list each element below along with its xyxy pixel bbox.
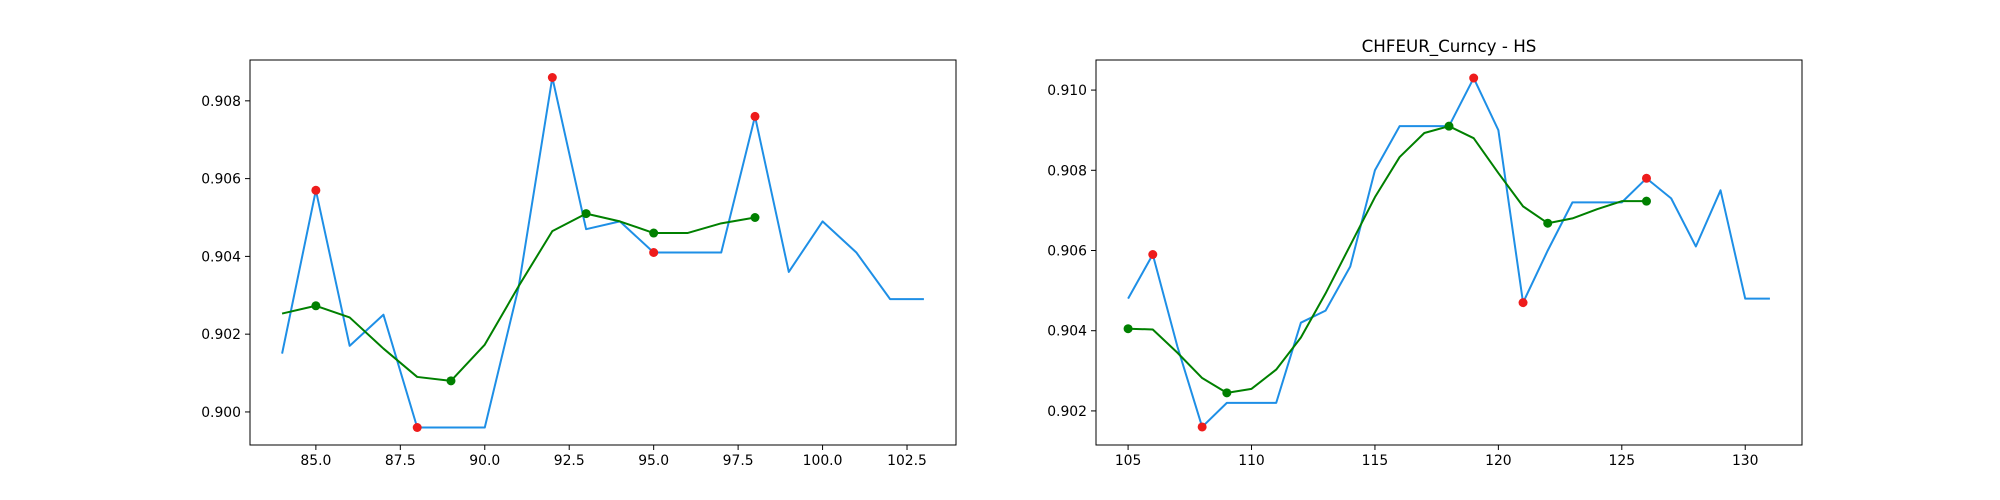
axes-frame: [249, 59, 957, 446]
x-tick-label: 120: [1485, 453, 1512, 469]
axes-frame: [1095, 59, 1803, 446]
smoothed-extremum-point: [1444, 121, 1454, 131]
extremum-point: [750, 111, 760, 121]
smoothed-extremum-point: [311, 301, 321, 311]
y-tick-label: 0.904: [201, 249, 241, 265]
right-chart-panel: CHFEUR_Curncy - HS 105 110 115 120 125 130 0.90…: [1047, 36, 1803, 469]
extremum-point: [547, 73, 557, 82]
smoothed-line: [281, 212, 756, 382]
x-tick-label: 92.5: [554, 453, 585, 469]
left-chart-panel: 85.0 87.5 90.0 92.5 95.0 97.5 100.0 102.5 0.900 0…: [201, 59, 957, 469]
smoothed-line: [1128, 125, 1647, 394]
y-tick-label: 0.906: [201, 172, 241, 188]
plot-area: [250, 60, 956, 445]
y-tick-label: 0.900: [201, 405, 241, 421]
y-tick-label: 0.910: [1047, 83, 1087, 99]
x-tick-label: 90.0: [469, 453, 500, 469]
x-tick-label: 110: [1238, 453, 1265, 469]
x-tick-label: 97.5: [723, 453, 754, 469]
y-tick-label: 0.904: [1047, 324, 1087, 340]
x-tick-label: 125: [1609, 453, 1636, 469]
chart-title: CHFEUR_Curncy - HS: [1362, 36, 1537, 57]
x-tick-label: 102.5: [887, 453, 927, 469]
smoothed-extremum-point: [446, 376, 456, 386]
y-tick-label: 0.906: [1047, 243, 1087, 259]
smoothed-extremum-point: [1641, 196, 1651, 206]
extremum-point: [1197, 422, 1207, 432]
x-tick-label: 115: [1362, 453, 1389, 469]
smoothed-extremum-point: [1123, 324, 1133, 334]
smoothed-extremum-point: [649, 228, 659, 238]
extremum-point: [1469, 73, 1479, 83]
smoothed-extremum-point: [581, 209, 591, 219]
plot-area: [1096, 60, 1802, 445]
extremum-point: [1518, 298, 1528, 308]
y-tick-label: 0.902: [201, 327, 241, 343]
smoothed-extremum-point: [750, 213, 760, 222]
x-tick-label: 87.5: [385, 453, 416, 469]
smoothed-extremum-point: [1222, 388, 1232, 398]
x-tick-label: 85.0: [300, 453, 331, 469]
x-tick-label: 100.0: [803, 453, 843, 469]
y-tick-label: 0.902: [1047, 404, 1087, 420]
extremum-point: [311, 185, 321, 195]
extremum-point: [1148, 250, 1158, 260]
y-tick-label: 0.908: [1047, 163, 1087, 179]
y-tick-label: 0.908: [201, 94, 241, 110]
x-tick-label: 130: [1732, 453, 1759, 469]
extremum-point: [649, 248, 659, 257]
x-tick-label: 105: [1115, 453, 1142, 469]
smoothed-extremum-point: [1543, 218, 1553, 228]
extremum-point: [1641, 173, 1651, 183]
x-tick-label: 95.0: [638, 453, 669, 469]
price-line: [281, 76, 924, 429]
extremum-point: [412, 423, 422, 432]
